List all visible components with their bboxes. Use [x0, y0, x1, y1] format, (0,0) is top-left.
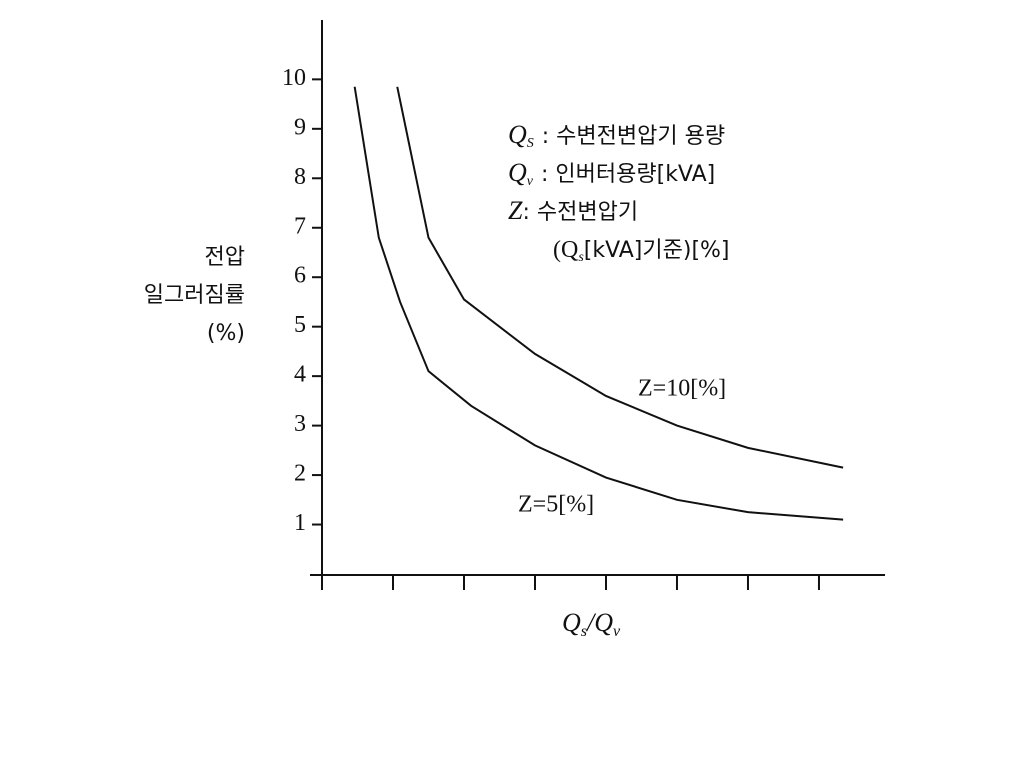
- note-text: : 수변전변압기 용량: [542, 124, 725, 149]
- y-tick-label: 4: [294, 362, 306, 388]
- y-tick-label: 7: [294, 213, 306, 239]
- y-tick-label: 2: [294, 461, 306, 487]
- line-series: [353, 86, 844, 521]
- y-tick-label: 3: [294, 411, 306, 437]
- y-tick-label: 8: [294, 164, 306, 190]
- y-tick-label: 9: [294, 114, 306, 140]
- y-axis-label: 전압: [205, 245, 245, 270]
- note-sub: S: [527, 136, 534, 151]
- y-axis-label: 일그러짐률: [144, 283, 245, 308]
- y-tick-label: 10: [282, 65, 306, 91]
- note: Z: 수전변압기: [508, 196, 638, 225]
- x-label-part: /Q: [585, 608, 613, 637]
- y-axis-label: (%): [207, 321, 245, 346]
- y-tick-label: 1: [294, 510, 306, 536]
- note-symbol: Q: [508, 120, 527, 149]
- note-text: : 인버터용량[kVA]: [541, 162, 715, 187]
- note-symbol: Z: [508, 196, 523, 225]
- series-label: Z=5[%]: [518, 492, 594, 518]
- note-tail: [kVA]기준)[%]: [584, 238, 730, 263]
- note: (Qs[kVA]기준)[%]: [553, 237, 730, 266]
- note: QS : 수변전변압기 용량: [508, 120, 725, 151]
- note-sub: s: [578, 250, 584, 265]
- series-label: Z=10[%]: [638, 376, 726, 402]
- x-axis-label: Qs/Qv: [562, 608, 621, 640]
- note-symbol: Q: [508, 158, 527, 187]
- note-text: : 수전변압기: [522, 200, 638, 225]
- x-label-sub: v: [613, 623, 621, 640]
- y-tick-label: 6: [294, 263, 306, 289]
- x-label-sub: s: [581, 623, 587, 640]
- note-sub: v: [527, 174, 534, 189]
- note-text: (Q: [553, 237, 578, 263]
- line-series: [396, 86, 844, 469]
- x-label-part: Q: [562, 608, 581, 637]
- y-tick-label: 5: [294, 312, 306, 338]
- note: Qv : 인버터용량[kVA]: [508, 158, 715, 189]
